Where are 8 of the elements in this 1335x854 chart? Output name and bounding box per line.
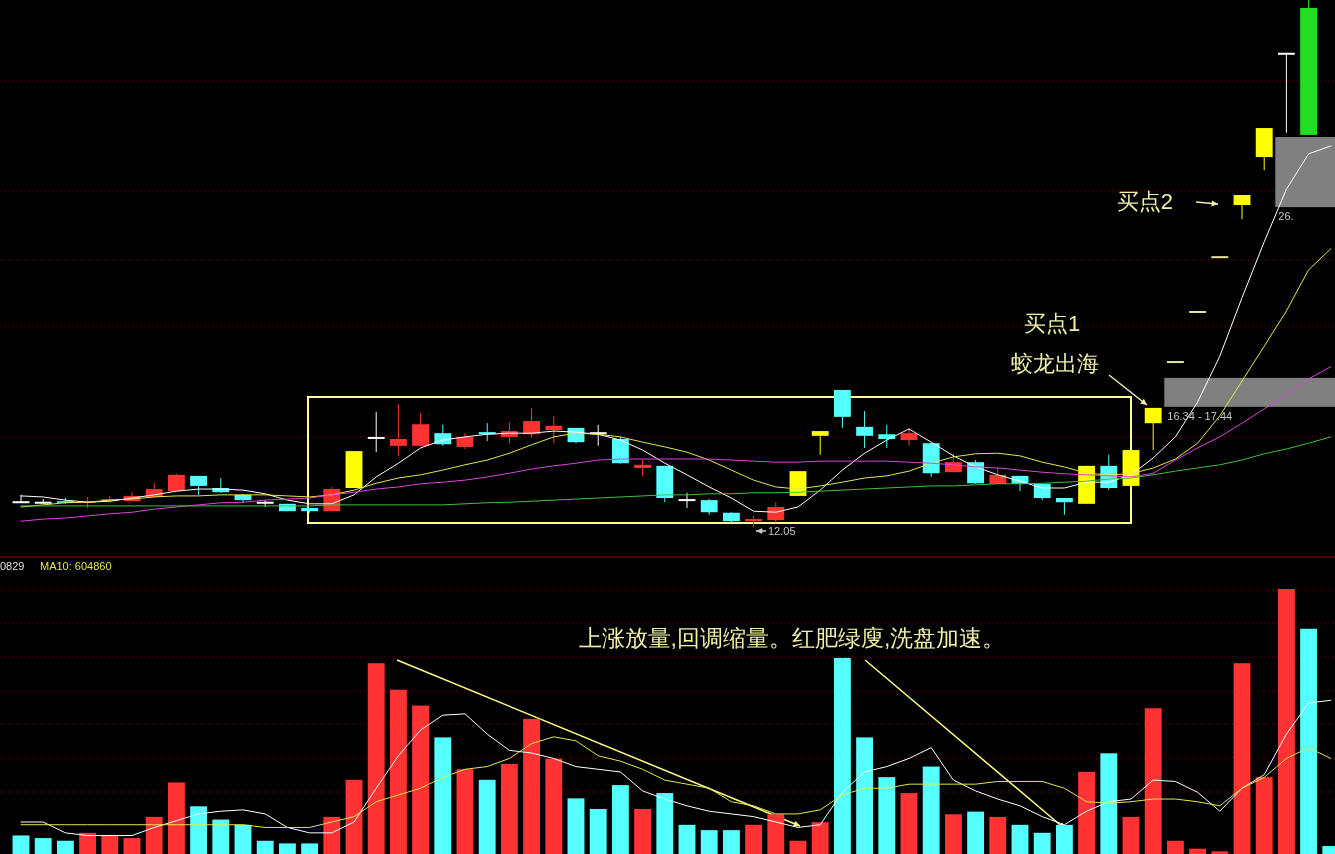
text: MA10: 604860 [40, 560, 112, 572]
annotation: 蛟龙出海 [1011, 351, 1099, 376]
annotation: 上涨放量,回调缩量。红肥绿廋,洗盘加速。 [578, 625, 1006, 651]
annotation: 买点2 [1116, 189, 1173, 214]
annotation: 12.05 [768, 525, 796, 537]
band-label: 26. [1278, 210, 1294, 223]
annotation: 买点1 [1023, 311, 1081, 336]
text: 0829 [0, 560, 25, 572]
